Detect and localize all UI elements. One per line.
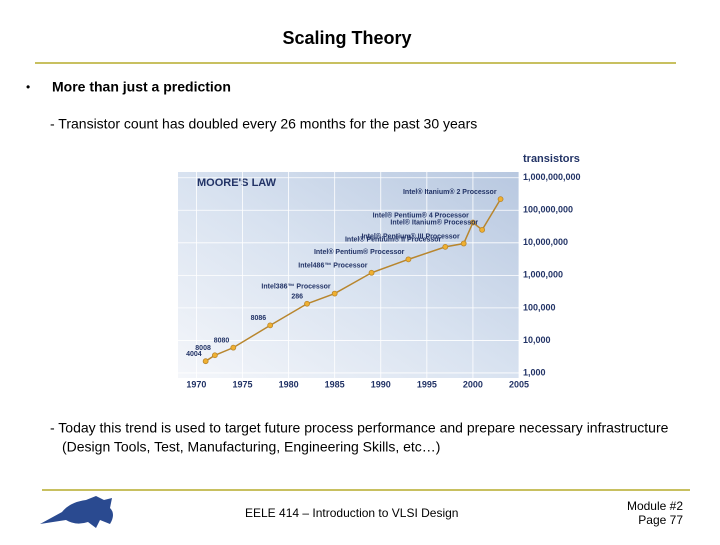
data-point: [497, 196, 504, 203]
point-label: Intel® Pentium® II Processor: [345, 236, 442, 244]
sub-point: - Transistor count has doubled every 26 …: [50, 116, 477, 132]
y-tick-label: 1,000: [523, 367, 546, 377]
point-label: Intel® Itanium® 2 Processor: [403, 188, 497, 196]
data-point: [405, 256, 412, 263]
footer-module: Module #2: [627, 499, 683, 513]
point-label: Intel® Pentium® 4 Processor: [373, 211, 470, 219]
y-axis-label: transistors: [523, 153, 580, 165]
point-label: 286: [291, 294, 303, 301]
data-point: [368, 269, 375, 276]
footer-course: EELE 414 – Introduction to VLSI Design: [245, 506, 458, 520]
chart: MOORE'S LAW transistors 1,000 10,000 100,000…: [178, 153, 581, 389]
data-point: [202, 358, 209, 365]
data-point: [211, 352, 218, 359]
trend-line: - Today this trend is used to target fut…: [50, 420, 669, 436]
point-label: Intel386™ Processor: [261, 283, 331, 290]
x-tick-label: 1970: [186, 379, 206, 389]
footer-page: Page 77: [638, 513, 683, 527]
y-tick-label: 1,000,000: [523, 270, 563, 280]
y-tick-label: 10,000: [523, 335, 551, 345]
x-tick-label: 1995: [417, 379, 437, 389]
data-point: [470, 219, 476, 226]
data-point: [230, 344, 237, 351]
bullet: •: [26, 80, 30, 94]
y-tick-label: 10,000,000: [523, 237, 568, 247]
data-point: [460, 240, 467, 247]
data-point: [479, 226, 486, 233]
data-point: [331, 290, 338, 297]
x-tick-label: 2000: [463, 379, 483, 389]
data-point: [304, 300, 310, 307]
x-tick-label: 1990: [371, 379, 391, 389]
point: More than just a prediction: [52, 79, 231, 95]
point-label: 8008: [195, 345, 211, 352]
point-label: Intel® Pentium® III Processor: [361, 232, 460, 240]
point-label: 8086: [251, 315, 267, 322]
y-tick-label: 100,000,000: [523, 205, 573, 215]
logo: [40, 496, 113, 528]
data-point: [267, 322, 274, 329]
x-tick-label: 1985: [325, 379, 345, 389]
point-label: Intel® Itanium® Processor: [390, 219, 478, 227]
x-tick-label: 1975: [232, 379, 252, 389]
point-label: 4004: [186, 351, 202, 358]
point-label: Intel® Pentium® Processor: [314, 248, 405, 256]
data-point: [442, 243, 449, 250]
chart-title: MOORE'S LAW: [197, 177, 277, 189]
y-tick-label: 100,000: [523, 302, 556, 312]
trend-line: (Design Tools, Test, Manufacturing, Engi…: [62, 439, 440, 455]
y-tick-label: 1,000,000,000: [523, 172, 581, 182]
point-label: Intel486™ Processor: [298, 263, 368, 270]
point-label: 8080: [214, 337, 230, 344]
slide-title: Scaling Theory: [282, 28, 411, 48]
x-tick-label: 1980: [279, 379, 299, 389]
x-tick-label: 2005: [509, 379, 529, 389]
